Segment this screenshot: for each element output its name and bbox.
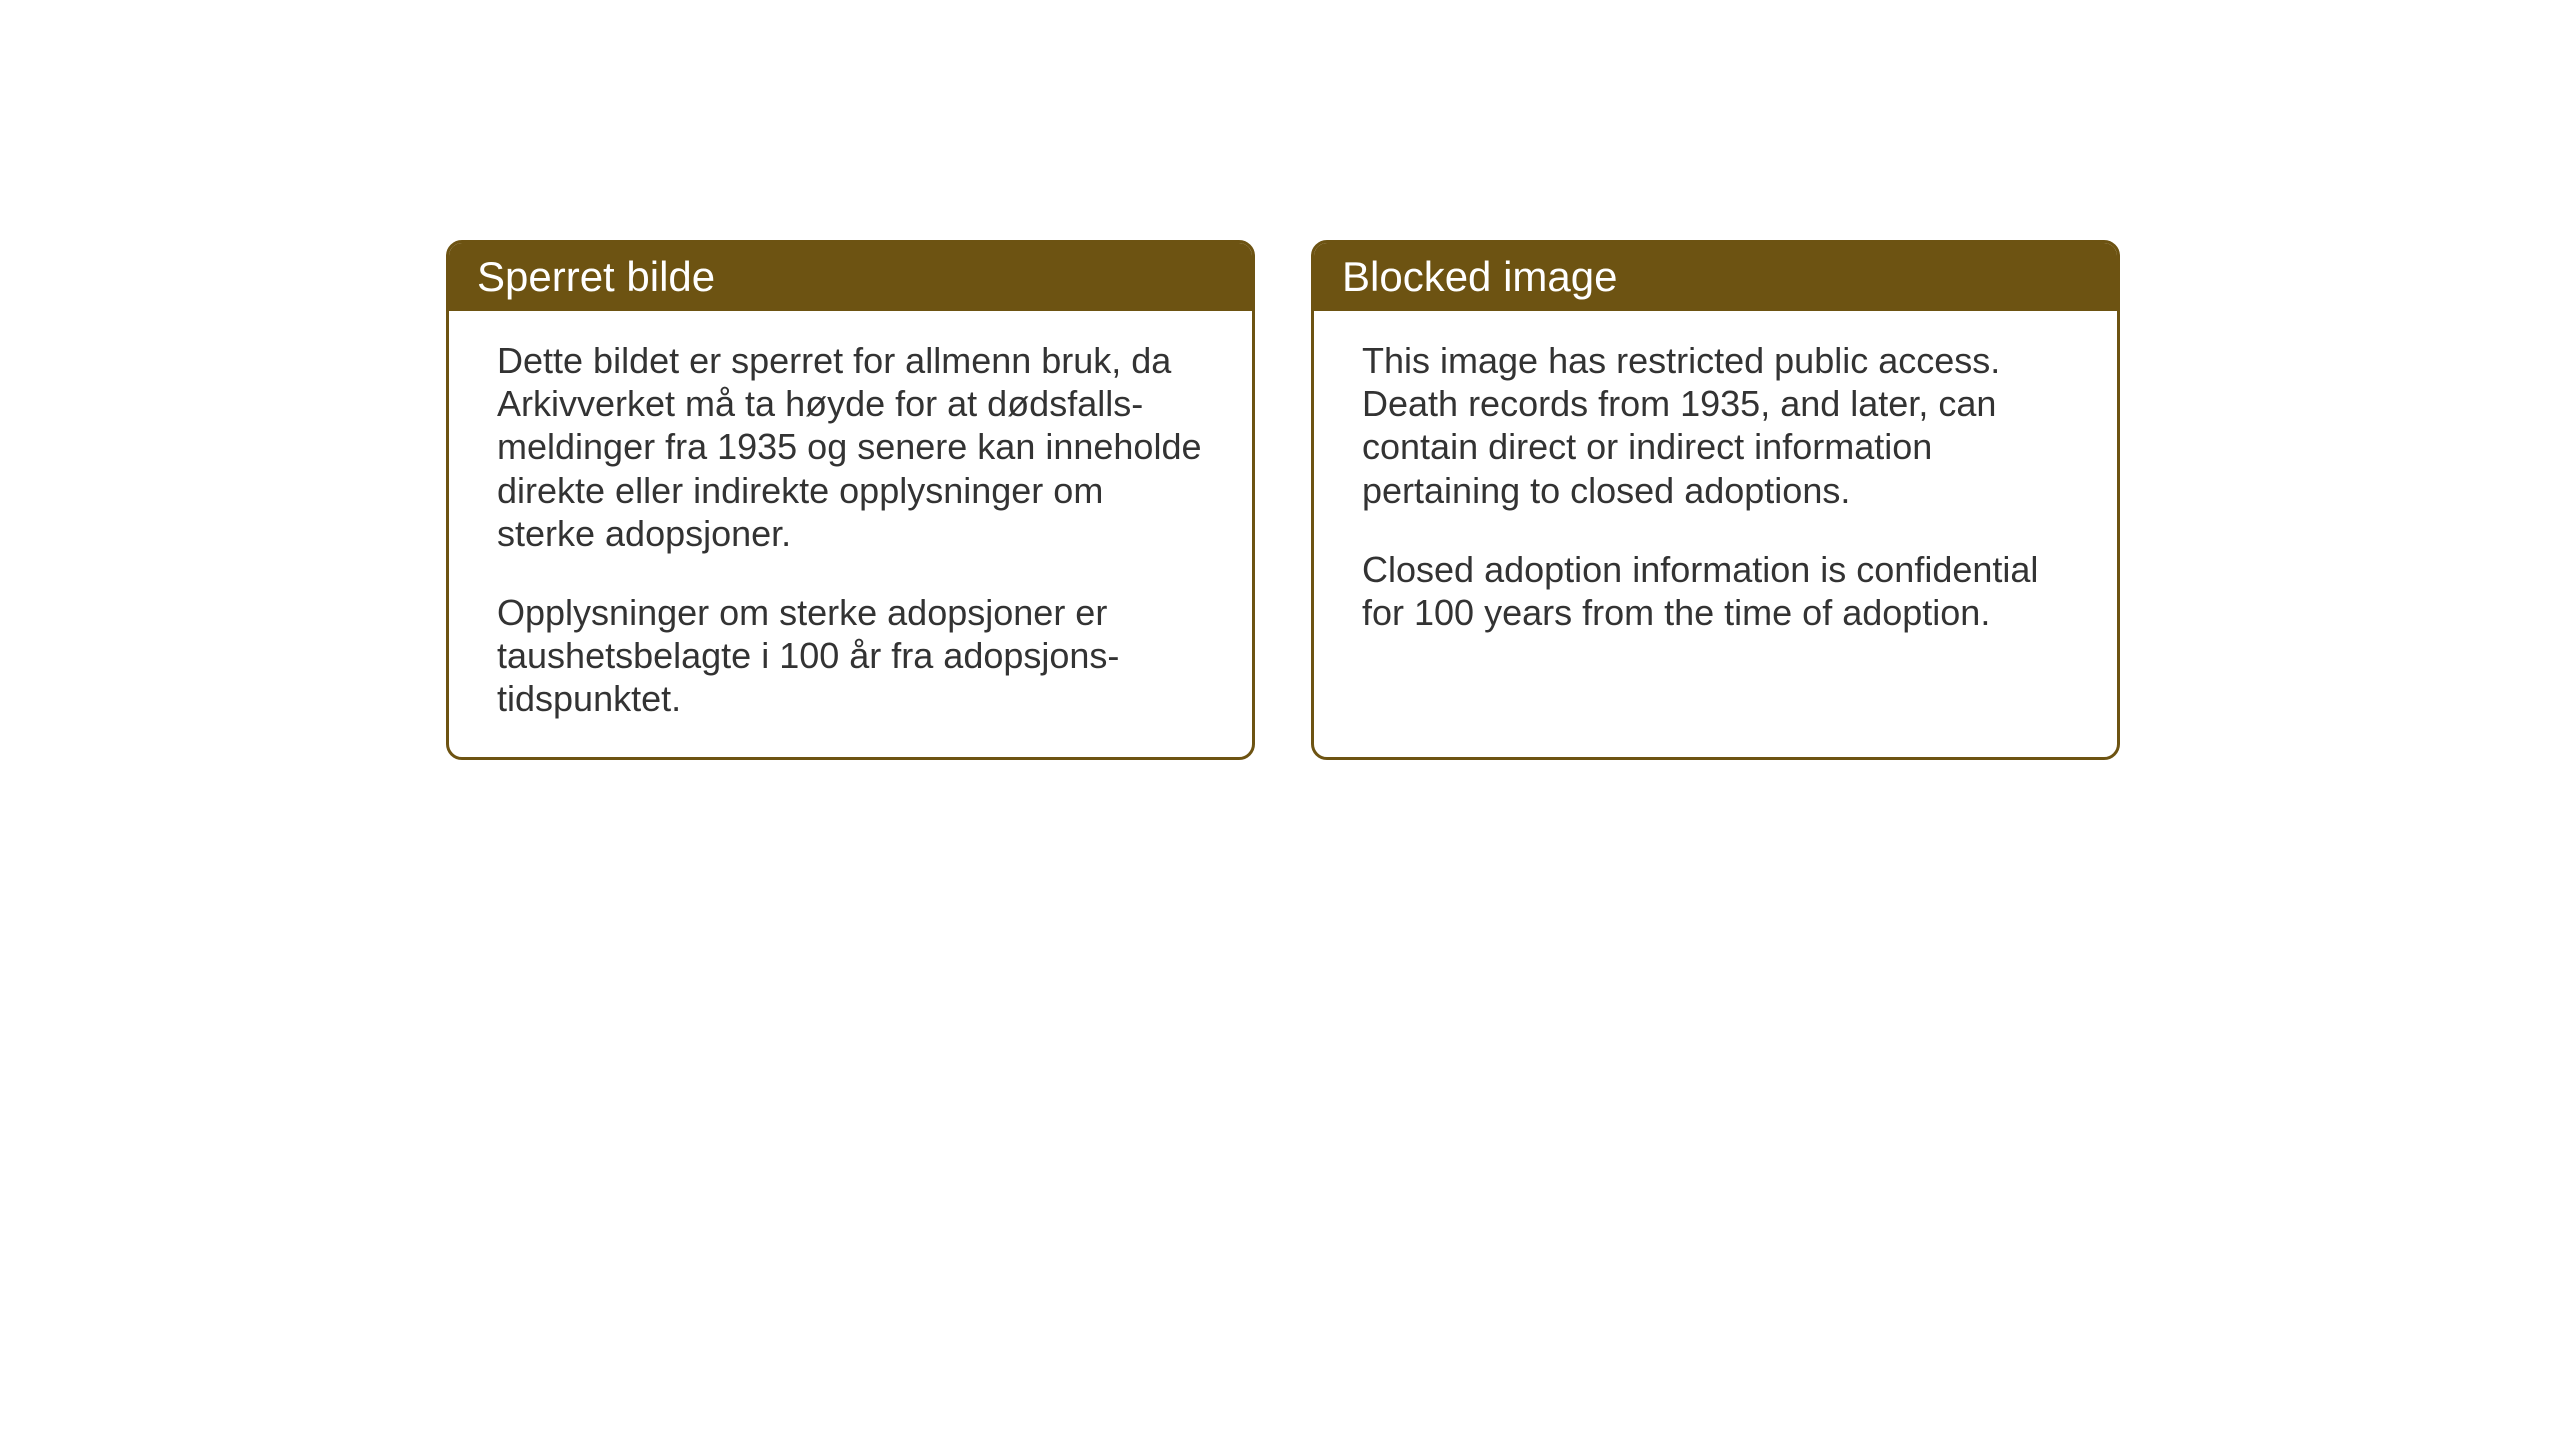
card-paragraph-2-english: Closed adoption information is confident… xyxy=(1362,548,2069,634)
notice-card-english: Blocked image This image has restricted … xyxy=(1311,240,2120,760)
card-paragraph-1-norwegian: Dette bildet er sperret for allmenn bruk… xyxy=(497,339,1204,555)
card-header-english: Blocked image xyxy=(1314,243,2117,311)
card-paragraph-1-english: This image has restricted public access.… xyxy=(1362,339,2069,512)
card-header-norwegian: Sperret bilde xyxy=(449,243,1252,311)
notice-container: Sperret bilde Dette bildet er sperret fo… xyxy=(446,240,2120,760)
card-body-english: This image has restricted public access.… xyxy=(1314,311,2117,670)
card-title-norwegian: Sperret bilde xyxy=(477,253,715,300)
card-body-norwegian: Dette bildet er sperret for allmenn bruk… xyxy=(449,311,1252,757)
notice-card-norwegian: Sperret bilde Dette bildet er sperret fo… xyxy=(446,240,1255,760)
card-paragraph-2-norwegian: Opplysninger om sterke adopsjoner er tau… xyxy=(497,591,1204,721)
card-title-english: Blocked image xyxy=(1342,253,1617,300)
